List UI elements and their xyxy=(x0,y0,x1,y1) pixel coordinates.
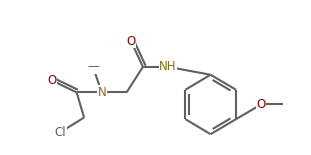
Text: NH: NH xyxy=(159,60,177,73)
Text: O: O xyxy=(257,98,266,111)
Text: O: O xyxy=(48,74,57,87)
Text: —: — xyxy=(87,60,99,73)
Text: N: N xyxy=(97,86,106,99)
Text: Cl: Cl xyxy=(54,126,66,139)
Text: O: O xyxy=(127,35,136,48)
